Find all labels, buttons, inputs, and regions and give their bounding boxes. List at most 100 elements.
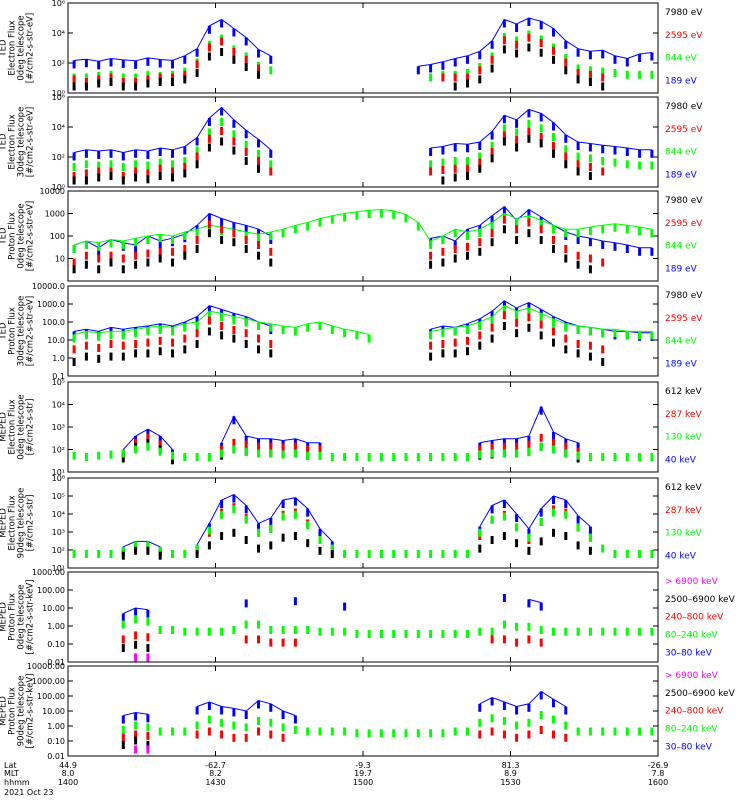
data-point: [257, 528, 260, 537]
data-point: [638, 331, 642, 340]
data-point: [638, 161, 642, 170]
data-point: [183, 251, 187, 260]
data-point: [269, 703, 273, 712]
data-point: [650, 627, 654, 636]
y-axis-label-line: 90deg telescope: [17, 676, 27, 747]
data-point: [146, 741, 150, 749]
data-point: [601, 453, 605, 461]
data-point: [576, 167, 580, 176]
data-point: [257, 449, 260, 458]
legend-entry: 7980 eV: [665, 102, 703, 112]
data-point: [195, 329, 199, 338]
series-red: [72, 127, 605, 180]
data-point: [650, 52, 654, 61]
data-point: [466, 453, 469, 461]
data-point: [72, 550, 76, 558]
data-point: [478, 158, 482, 167]
data-point: [601, 82, 605, 91]
data-point: [601, 358, 605, 366]
data-point: [195, 721, 199, 730]
data-point: [134, 736, 138, 745]
data-point: [97, 451, 101, 460]
data-point: [416, 630, 420, 638]
data-point: [134, 615, 138, 624]
data-point: [97, 61, 101, 70]
data-point: [367, 453, 371, 461]
data-point: [429, 241, 433, 249]
data-point: [552, 528, 555, 537]
y-tick-label: 1000.00: [32, 677, 65, 686]
data-point: [588, 627, 592, 636]
data-point: [72, 358, 76, 366]
data-point: [588, 727, 592, 736]
legend-entry: 2595 eV: [665, 314, 703, 324]
data-point: [588, 78, 592, 86]
data-point: [453, 157, 457, 165]
data-point: [207, 311, 211, 320]
data-point: [502, 594, 506, 602]
y-tick-label: 1000.0: [37, 300, 65, 309]
data-point: [588, 143, 592, 152]
data-point: [207, 715, 211, 724]
data-point: [564, 40, 568, 49]
data-point: [257, 229, 260, 238]
data-point: [195, 340, 199, 348]
data-point: [232, 334, 236, 343]
data-point: [515, 318, 519, 327]
data-point: [146, 175, 150, 184]
data-point: [527, 119, 531, 128]
data-point: [429, 148, 433, 156]
data-point: [121, 172, 125, 180]
data-point: [429, 453, 433, 461]
data-point: [441, 166, 445, 174]
data-point: [601, 73, 605, 82]
data-point: [134, 82, 138, 91]
data-point: [220, 107, 224, 116]
data-point: [220, 19, 224, 28]
data-point: [625, 148, 629, 156]
data-point: [146, 258, 150, 267]
data-point: [466, 79, 469, 88]
data-point: [453, 338, 457, 347]
y-axis-label-line: 0deg telescope: [17, 15, 27, 80]
data-point: [527, 43, 531, 52]
data-point: [552, 508, 555, 517]
data-point: [355, 331, 359, 340]
data-point: [207, 118, 211, 126]
data-point: [232, 130, 236, 139]
data-point: [232, 119, 236, 128]
data-point: [355, 453, 359, 461]
y-axis-label-line: TED: [0, 133, 9, 152]
data-point: [588, 51, 592, 60]
data-point: [269, 449, 273, 458]
data-point: [220, 218, 224, 227]
data-point: [453, 327, 457, 336]
footer-tick-hhmm: 1600: [648, 778, 668, 787]
series-red: [72, 311, 605, 354]
data-point: [232, 528, 236, 537]
data-point: [207, 213, 211, 222]
data-point: [564, 442, 568, 451]
data-point: [72, 60, 76, 69]
panel-1: 10⁰ 10² 10⁴ 10⁶ TED Electron Flux 0deg telesco…: [0, 0, 703, 98]
legend-entry: 189 eV: [665, 359, 698, 369]
data-point: [638, 54, 642, 62]
data-point: [552, 699, 555, 708]
data-point: [502, 500, 506, 508]
data-point: [429, 73, 433, 82]
data-point: [379, 453, 383, 461]
data-point: [576, 523, 580, 532]
data-point: [257, 635, 260, 644]
data-point: [343, 727, 347, 736]
data-point: [293, 449, 297, 458]
data-point: [72, 172, 76, 180]
data-point: [171, 349, 174, 358]
data-point: [269, 638, 273, 647]
data-point: [429, 160, 433, 169]
data-point: [146, 433, 150, 442]
data-point: [269, 730, 273, 739]
data-point: [441, 340, 445, 348]
data-point: [564, 145, 568, 154]
data-point: [490, 627, 494, 636]
